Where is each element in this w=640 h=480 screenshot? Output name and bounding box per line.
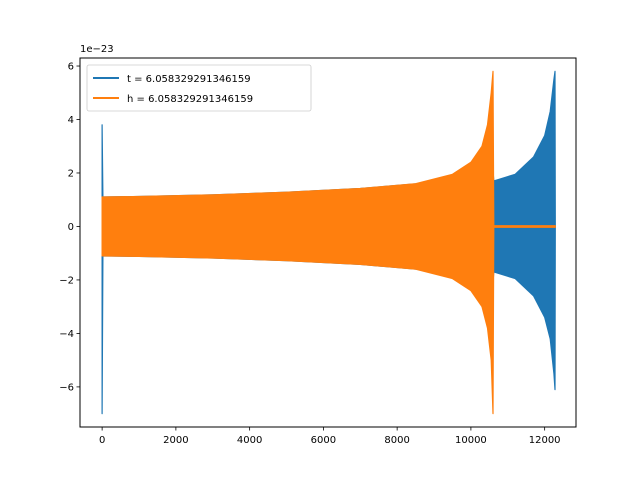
legend-label-1: t = 6.058329291346159 (127, 74, 251, 85)
x-tick-label: 4000 (237, 435, 262, 446)
x-tick-label: 2000 (163, 435, 188, 446)
x-tick-label: 6000 (311, 435, 336, 446)
y-tick-label: −6 (59, 382, 74, 393)
legend: t = 6.058329291346159 h = 6.0583292913461… (86, 64, 312, 112)
plot-area (101, 70, 556, 415)
x-tick-label: 0 (99, 435, 105, 446)
x-tick-label: 8000 (384, 435, 409, 446)
y-tick-label: 0 (68, 222, 74, 233)
legend-box (86, 64, 312, 112)
y-offset-label: 1e−23 (80, 44, 114, 55)
y-axis: −6 −4 −2 0 2 4 6 (59, 62, 80, 393)
x-tick-label: 12000 (529, 435, 561, 446)
y-tick-label: 2 (68, 168, 74, 179)
y-tick-label: −2 (59, 275, 74, 286)
series-2-band (101, 70, 556, 415)
x-tick-label: 10000 (455, 435, 487, 446)
y-tick-label: 4 (68, 115, 74, 126)
y-tick-label: −4 (59, 329, 74, 340)
legend-label-2: h = 6.058329291346159 (127, 94, 253, 105)
x-axis: 0 2000 4000 6000 8000 10000 12000 (99, 427, 561, 446)
y-tick-label: 6 (68, 62, 74, 73)
axes-frame (79, 57, 577, 428)
